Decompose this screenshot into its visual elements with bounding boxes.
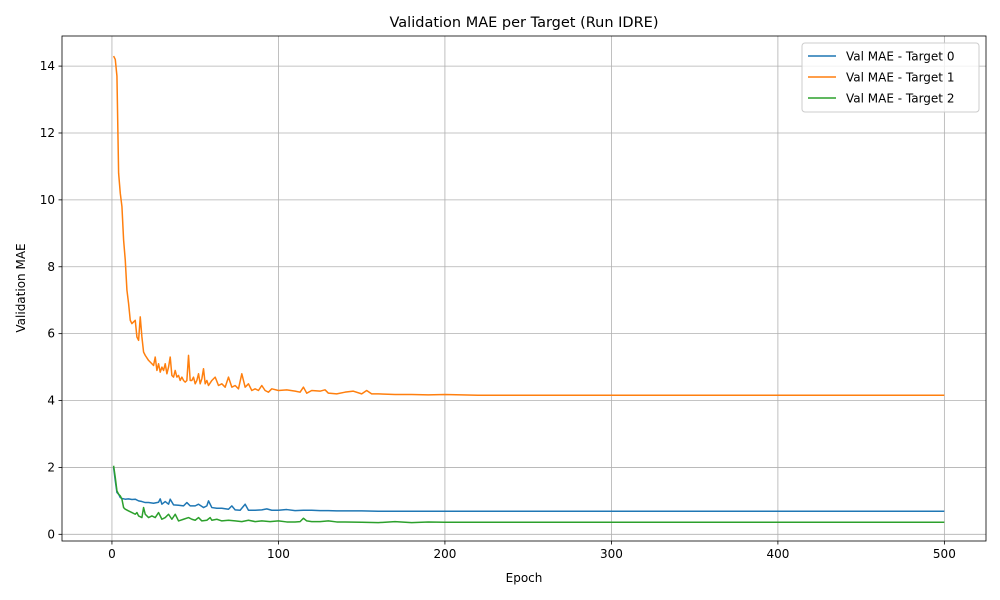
x-tick-label: 500 [933, 547, 956, 561]
series-line-target-2 [112, 465, 945, 524]
chart-title: Validation MAE per Target (Run IDRE) [390, 15, 659, 31]
y-tick-label: 8 [47, 260, 55, 274]
x-tick-label: 100 [267, 547, 290, 561]
series-line-target-0 [112, 467, 945, 512]
series-lines [112, 55, 945, 524]
y-tick-label: 2 [47, 460, 55, 474]
plot-frame [61, 35, 987, 542]
legend-box [801, 42, 980, 113]
x-tick-label: 200 [433, 547, 456, 561]
y-tick-label: 0 [47, 527, 55, 541]
grid-lines [62, 36, 986, 541]
legend-label-target-1: Val MAE - Target 1 [846, 71, 954, 85]
y-tick-label: 12 [40, 126, 55, 140]
y-tick-label: 4 [47, 394, 55, 408]
legend-label-target-0: Val MAE - Target 0 [846, 50, 954, 64]
y-tick-label: 10 [40, 193, 55, 207]
x-axis-label: Epoch [506, 571, 543, 585]
series-line-target-1 [112, 55, 945, 396]
legend-label-target-2: Val MAE - Target 2 [846, 92, 954, 106]
y-tick-label: 14 [40, 59, 55, 73]
legend: Val MAE - Target 0 Val MAE - Target 1 Val … [801, 42, 980, 113]
x-tick-label: 400 [766, 547, 789, 561]
y-axis-label: Validation MAE [14, 243, 28, 332]
y-tick-label: 6 [47, 327, 55, 341]
axis-ticks: 0 100 200 300 400 500 0 2 4 6 8 10 12 14 [40, 59, 956, 561]
x-tick-label: 0 [108, 547, 116, 561]
x-tick-label: 300 [600, 547, 623, 561]
